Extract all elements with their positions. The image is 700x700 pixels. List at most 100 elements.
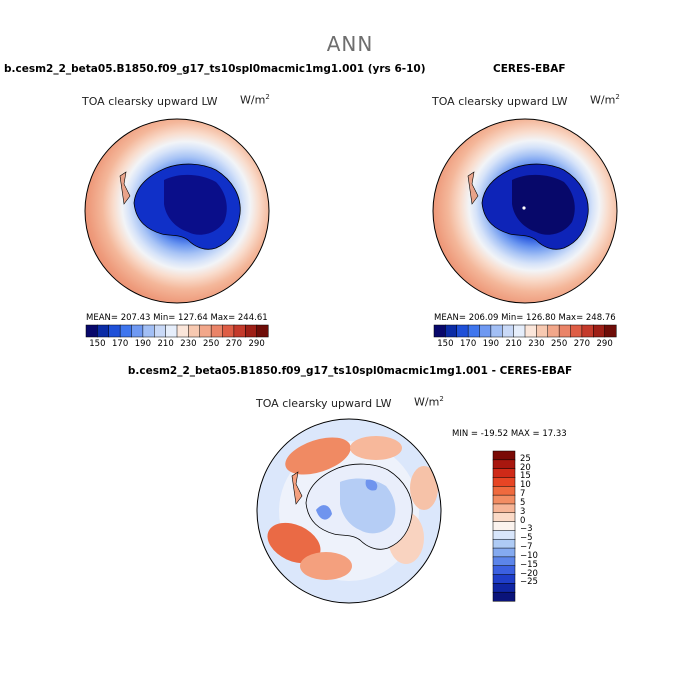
panel-3-colorbar-tick-label: 7 bbox=[520, 489, 526, 500]
panel-1-colorbar-box bbox=[119, 324, 133, 338]
panel-3-colorbar-labels: 25 20 15 10 7 5 3 0 −3 −5 −7 −10 −15 −20 −25 bbox=[520, 451, 560, 601]
panel-2-colorbar-box bbox=[433, 324, 446, 338]
panel-1-units: W/m2 bbox=[240, 93, 270, 107]
panel-2-colorbar-box bbox=[604, 324, 617, 338]
panel-3-colorbar-tick-label: −3 bbox=[520, 524, 533, 535]
panel-3-colorbar-tick-label: 0 bbox=[520, 515, 526, 526]
panel-2-colorbar-box bbox=[502, 324, 515, 338]
panel-2-colorbar-box bbox=[536, 324, 549, 338]
panel-1-case-title: b.cesm2_2_beta05.B1850.f09_g17_ts10spl0m… bbox=[4, 63, 426, 75]
panel-3-colorbar-box bbox=[492, 591, 516, 602]
panel-1-colorbar-tick-label: 270 bbox=[225, 339, 242, 349]
panel-2-colorbar-box bbox=[558, 324, 572, 338]
panel-3-colorbar-box bbox=[492, 565, 516, 576]
panel-3-colorbar-box bbox=[492, 574, 516, 584]
panel-1-colorbar-tick-label: 290 bbox=[248, 339, 265, 349]
panel-3-colorbar-box bbox=[492, 521, 516, 531]
panel-2-colorbar bbox=[433, 324, 617, 338]
panel-3-colorbar-tick-label: −15 bbox=[520, 559, 538, 570]
panel-1-colorbar-box bbox=[142, 324, 155, 338]
panel-3-stats: MIN = -19.52 MAX = 17.33 bbox=[452, 429, 567, 439]
panel-2-colorbar-tick-label: 150 bbox=[437, 339, 454, 349]
panel-3-colorbar-box bbox=[492, 477, 516, 487]
panel-3-colorbar-box bbox=[492, 450, 516, 461]
panel-3-colorbar-box bbox=[492, 538, 516, 549]
panel-3-colorbar-box bbox=[492, 494, 516, 505]
panel-1-colorbar-tick-label: 210 bbox=[157, 339, 174, 349]
panel-1-colorbar-box bbox=[256, 324, 269, 338]
panel-1-colorbar-tick-label: 230 bbox=[180, 339, 197, 349]
panel-2-colorbar-box bbox=[490, 324, 503, 338]
panel-3-colorbar-tick-label: 15 bbox=[520, 471, 531, 482]
panel-3-colorbar-box bbox=[492, 503, 516, 514]
panel-1-stats: MEAN= 207.43 Min= 127.64 Max= 244.61 bbox=[86, 313, 268, 323]
panel-2-colorbar-tick-label: 170 bbox=[460, 339, 477, 349]
panel-2-colorbar-box bbox=[547, 324, 560, 338]
panel-2-colorbar-box bbox=[513, 324, 526, 338]
panel-1-colorbar-box bbox=[245, 324, 258, 338]
panel-3-colorbar-tick-label: −10 bbox=[520, 550, 538, 561]
panel-1-variable-label: TOA clearsky upward LW bbox=[82, 95, 218, 108]
panel-1-colorbar-box bbox=[85, 324, 98, 338]
panel-3-colorbar-tick-label: −7 bbox=[520, 542, 533, 553]
panel-1-colorbar-box bbox=[154, 324, 167, 338]
panel-3-colorbar-box bbox=[492, 486, 516, 496]
panel-2-colorbar-box bbox=[456, 324, 469, 338]
panel-1-colorbar-tick-label: 150 bbox=[89, 339, 106, 349]
panel-3-colorbar-tick-label: 20 bbox=[520, 462, 531, 473]
panel-3-units: W/m2 bbox=[414, 395, 444, 409]
panel-1-colorbar-box bbox=[108, 324, 121, 338]
panel-2-colorbar-box bbox=[445, 324, 458, 338]
panel-2-colorbar-tick-label: 230 bbox=[528, 339, 545, 349]
panel-2-colorbar-tick-label: 210 bbox=[505, 339, 522, 349]
panel-2-colorbar-box bbox=[593, 324, 606, 338]
panel-3-colorbar-box bbox=[492, 547, 516, 558]
panel-1-polar-map bbox=[84, 118, 270, 304]
panel-1-colorbar-labels: 150 170 190 210 230 250 270 290 bbox=[86, 339, 268, 351]
panel-2-colorbar-tick-label: 190 bbox=[482, 339, 499, 349]
panel-2-variable-label: TOA clearsky upward LW bbox=[432, 95, 568, 108]
panel-2-colorbar-box bbox=[570, 324, 583, 338]
panel-2-polar-map bbox=[432, 118, 618, 304]
panel-3-colorbar bbox=[492, 450, 516, 602]
panel-3-variable-label: TOA clearsky upward LW bbox=[256, 397, 392, 410]
panel-1-colorbar-box bbox=[210, 324, 224, 338]
figure-title: ANN bbox=[326, 32, 374, 56]
panel-3-colorbar-tick-label: −5 bbox=[520, 533, 533, 544]
panel-1-colorbar bbox=[85, 324, 269, 338]
panel-1-colorbar-tick-label: 170 bbox=[112, 339, 129, 349]
panel-2-case-title: CERES-EBAF bbox=[493, 63, 566, 75]
panel-2-colorbar-box bbox=[581, 324, 594, 338]
panel-1-colorbar-box bbox=[131, 324, 144, 338]
panel-2-colorbar-box bbox=[524, 324, 537, 338]
panel-3-colorbar-tick-label: −20 bbox=[520, 568, 538, 579]
panel-3-colorbar-tick-label: −25 bbox=[520, 577, 538, 588]
panel-3-colorbar-box bbox=[492, 530, 516, 540]
panel-3-colorbar-tick-label: 10 bbox=[520, 480, 531, 491]
panel-3-colorbar-tick-label: 5 bbox=[520, 497, 526, 508]
panel-2-colorbar-tick-label: 290 bbox=[596, 339, 613, 349]
panel-1-colorbar-box bbox=[199, 324, 212, 338]
panel-1-colorbar-tick-label: 250 bbox=[203, 339, 220, 349]
panel-1-colorbar-box bbox=[188, 324, 201, 338]
panel-3-colorbar-box bbox=[492, 556, 516, 567]
panel-2-colorbar-labels: 150 170 190 210 230 250 270 290 bbox=[434, 339, 616, 351]
panel-1-colorbar-box bbox=[165, 324, 178, 338]
panel-2-colorbar-box bbox=[479, 324, 492, 338]
panel-1-colorbar-box bbox=[233, 324, 246, 338]
panel-2-stats: MEAN= 206.09 Min= 126.80 Max= 248.76 bbox=[434, 313, 616, 323]
panel-2-colorbar-tick-label: 270 bbox=[573, 339, 590, 349]
panel-1-colorbar-tick-label: 190 bbox=[134, 339, 151, 349]
panel-2-colorbar-box bbox=[467, 324, 481, 338]
panel-1-colorbar-box bbox=[222, 324, 235, 338]
panel-2-units: W/m2 bbox=[590, 93, 620, 107]
panel-2-colorbar-tick-label: 250 bbox=[551, 339, 568, 349]
panel-3-colorbar-box bbox=[492, 459, 516, 470]
panel-3-colorbar-tick-label: 3 bbox=[520, 506, 526, 517]
panel-3-colorbar-box bbox=[492, 468, 516, 479]
panel-1-colorbar-box bbox=[176, 324, 189, 338]
panel-3-case-title: b.cesm2_2_beta05.B1850.f09_g17_ts10spl0m… bbox=[127, 365, 573, 377]
panel-3-colorbar-tick-label: 25 bbox=[520, 453, 531, 464]
panel-3-colorbar-box bbox=[492, 583, 516, 593]
panel-3-polar-map bbox=[256, 418, 442, 604]
